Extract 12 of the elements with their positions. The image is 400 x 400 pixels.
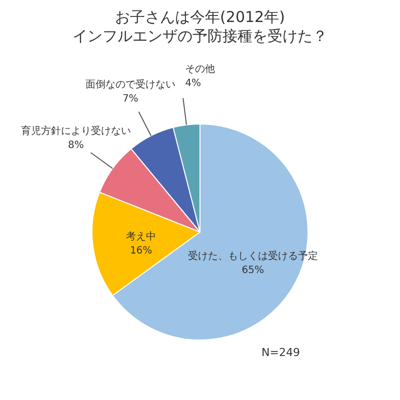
slice-label: その他 bbox=[185, 62, 216, 75]
data-label: 8% bbox=[68, 140, 84, 151]
data-label: 7% bbox=[122, 93, 138, 104]
text: N=249 bbox=[262, 346, 300, 359]
chart-title: お子さんは今年(2012年) インフルエンザの予防接種を受けた？ bbox=[72, 8, 328, 45]
slice-label: 育児方針により受けない bbox=[20, 124, 131, 137]
data-label: 65% bbox=[242, 264, 264, 276]
data-label: 4% bbox=[185, 78, 201, 89]
slice-label: 面倒なので受けない bbox=[85, 78, 176, 90]
slice-label: 考え中 bbox=[126, 230, 156, 242]
slice-label: 受けた、もしくは受ける予定 bbox=[188, 250, 318, 262]
data-label: 16% bbox=[130, 245, 152, 256]
